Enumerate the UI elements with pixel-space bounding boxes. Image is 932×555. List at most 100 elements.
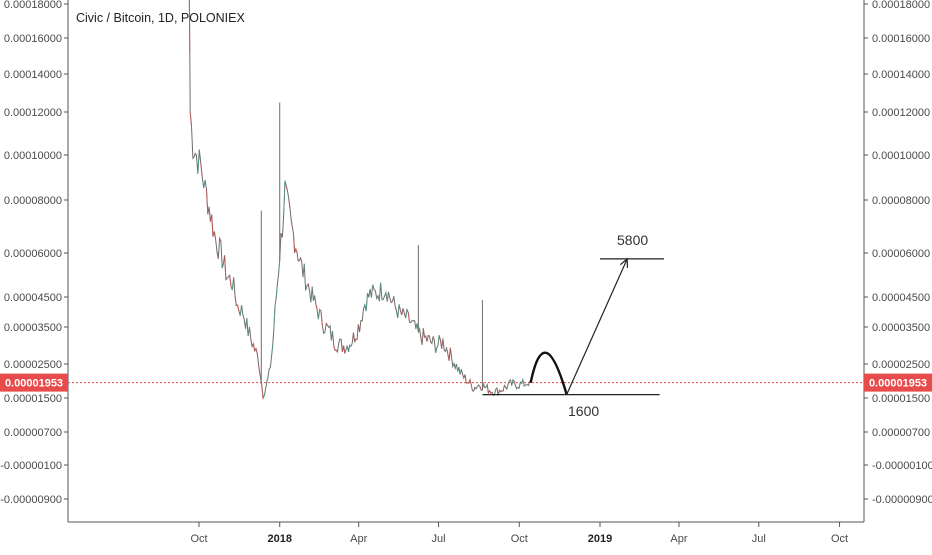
current-price-label-left: 0.00001953 bbox=[5, 378, 63, 390]
price-candle bbox=[366, 293, 367, 311]
x-tick-label: Oct bbox=[831, 533, 848, 545]
price-candle bbox=[279, 260, 280, 273]
price-candle bbox=[248, 327, 249, 336]
price-candle bbox=[477, 385, 478, 387]
price-candle bbox=[206, 190, 207, 215]
x-tick-label: Jul bbox=[752, 533, 766, 545]
price-candle bbox=[291, 219, 292, 227]
projection-arc bbox=[531, 353, 567, 395]
price-candle bbox=[296, 249, 297, 252]
chart-title: Civic / Bitcoin, 1D, POLONIEX bbox=[76, 11, 245, 25]
y-tick-label-right: 0.00000700 bbox=[872, 427, 930, 439]
price-candle bbox=[495, 389, 496, 395]
price-candle bbox=[512, 380, 513, 386]
y-tick-label-left: 0.00010000 bbox=[4, 150, 62, 162]
y-tick-label-left: 0.00001500 bbox=[4, 393, 62, 405]
price-candle bbox=[346, 346, 347, 350]
y-tick-label-right: 0.00008000 bbox=[872, 195, 930, 207]
x-tick-label: Apr bbox=[350, 533, 367, 545]
price-candle bbox=[472, 391, 473, 392]
price-candle bbox=[230, 275, 231, 286]
price-candle bbox=[392, 296, 393, 301]
price-candle bbox=[475, 387, 476, 389]
target-label: 5800 bbox=[617, 232, 648, 248]
price-candle bbox=[443, 339, 444, 350]
price-candle bbox=[238, 305, 239, 311]
price-candle bbox=[209, 207, 210, 222]
price-candle bbox=[351, 343, 352, 346]
price-candle bbox=[264, 389, 265, 396]
price-candle bbox=[311, 287, 312, 303]
price-candle bbox=[334, 346, 335, 351]
price-candle bbox=[426, 336, 427, 342]
price-candle bbox=[470, 380, 471, 385]
price-candle bbox=[214, 231, 215, 240]
price-candle bbox=[276, 284, 277, 298]
price-candle bbox=[379, 283, 380, 302]
price-candle bbox=[458, 367, 459, 371]
y-tick-label-left: 0.00002500 bbox=[4, 359, 62, 371]
price-candle bbox=[448, 354, 449, 361]
current-price-label-right: 0.00001953 bbox=[869, 378, 927, 390]
price-candle bbox=[416, 323, 417, 329]
price-candle bbox=[423, 328, 424, 337]
price-candle bbox=[243, 315, 244, 319]
y-tick-label-right: 0.00004500 bbox=[872, 292, 930, 304]
price-series-line bbox=[189, 0, 530, 398]
price-candle bbox=[321, 311, 322, 325]
price-candle bbox=[256, 349, 257, 355]
y-tick-label-left: 0.00018000 bbox=[4, 0, 62, 11]
price-candle bbox=[411, 320, 412, 322]
price-candle bbox=[455, 364, 456, 368]
y-tick-label-left: 0.00016000 bbox=[4, 33, 62, 45]
price-candle bbox=[524, 385, 525, 386]
y-tick-label-left: 0.00012000 bbox=[4, 107, 62, 119]
price-candle bbox=[468, 383, 469, 384]
price-candle bbox=[195, 153, 196, 154]
price-candle bbox=[267, 377, 268, 381]
price-candle bbox=[331, 331, 332, 340]
y-tick-label-right: 0.00016000 bbox=[872, 33, 930, 45]
price-candle bbox=[364, 305, 365, 309]
price-candle bbox=[436, 348, 437, 353]
price-candle bbox=[318, 310, 319, 320]
y-tick-label-right: 0.00001500 bbox=[872, 393, 930, 405]
price-candle bbox=[408, 313, 409, 323]
price-candle bbox=[450, 348, 451, 357]
x-tick-label: Jul bbox=[432, 533, 446, 545]
price-candle bbox=[465, 375, 466, 384]
price-candle bbox=[390, 298, 391, 302]
y-tick-label-right: 0.00010000 bbox=[872, 150, 930, 162]
projection-arrow bbox=[567, 259, 628, 395]
price-candle bbox=[421, 337, 422, 345]
price-candle bbox=[490, 391, 491, 393]
y-tick-label-right: 0.00003500 bbox=[872, 322, 930, 334]
y-tick-label-right: 0.00014000 bbox=[872, 69, 930, 81]
price-candle bbox=[344, 346, 345, 354]
x-tick-label: Oct bbox=[511, 533, 528, 545]
price-candle bbox=[517, 387, 518, 388]
y-tick-label-right: 0.00006000 bbox=[872, 248, 930, 260]
price-candle bbox=[246, 318, 247, 329]
price-candle bbox=[403, 308, 404, 313]
x-tick-label: 2018 bbox=[267, 533, 291, 545]
x-tick-label: 2019 bbox=[588, 533, 612, 545]
y-tick-label-right: -0.00000900 bbox=[872, 494, 932, 506]
price-candle bbox=[293, 234, 294, 253]
y-tick-label-right: -0.00000100 bbox=[872, 460, 932, 472]
price-candle bbox=[480, 386, 481, 390]
price-candle bbox=[235, 295, 236, 305]
price-candle bbox=[303, 264, 304, 277]
price-candle bbox=[251, 339, 252, 347]
price-candle bbox=[385, 293, 386, 296]
price-candle bbox=[316, 304, 317, 309]
price-candle bbox=[371, 285, 372, 298]
price-candle bbox=[349, 345, 350, 352]
price-candle bbox=[514, 381, 515, 385]
price-candle bbox=[286, 186, 287, 191]
price-candle bbox=[308, 284, 309, 291]
price-candle bbox=[395, 306, 396, 310]
price-candle bbox=[341, 339, 342, 351]
